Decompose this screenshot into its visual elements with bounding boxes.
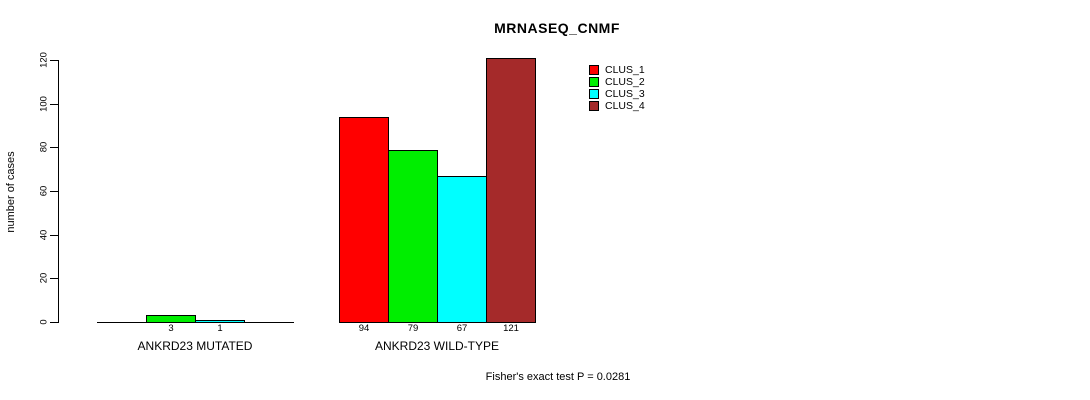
bar-clus_4 (244, 322, 294, 323)
legend-item-label: CLUS_2 (605, 76, 645, 88)
y-axis-title: number of cases (5, 151, 17, 233)
y-tick-label: 20 (38, 272, 50, 284)
group-label: ANKRD23 MUTATED (137, 339, 253, 353)
legend-item: CLUS_2 (589, 76, 645, 88)
y-tick (50, 104, 58, 105)
legend-item-label: CLUS_1 (605, 64, 645, 76)
legend-swatch (589, 65, 599, 75)
y-tick (50, 147, 58, 148)
bar-value-label: 3 (168, 323, 174, 334)
y-tick (50, 191, 58, 192)
y-tick-label: 80 (38, 141, 50, 153)
y-tick-label: 60 (38, 185, 50, 197)
legend-swatch (589, 77, 599, 87)
y-tick (50, 322, 58, 323)
bar-value-label: 67 (456, 323, 468, 334)
bar-clus_2 (388, 150, 438, 323)
y-tick-label: 100 (38, 96, 50, 112)
legend-item-label: CLUS_4 (605, 100, 645, 112)
legend: CLUS_1 CLUS_2 CLUS_3 CLUS_4 (589, 64, 645, 112)
bar-clus_1 (97, 322, 147, 323)
bar-clus_4 (486, 58, 536, 323)
bar-value-label: 79 (407, 323, 419, 334)
y-tick-label: 120 (38, 52, 50, 68)
legend-item: CLUS_3 (589, 88, 645, 100)
bar-clus_1 (339, 117, 389, 323)
group-label: ANKRD23 WILD-TYPE (374, 339, 500, 353)
bar-value-label: 121 (503, 323, 519, 334)
y-tick (50, 235, 58, 236)
y-tick-label: 40 (38, 229, 50, 241)
legend-swatch (589, 89, 599, 99)
y-tick (50, 60, 58, 61)
bar-clus_3 (195, 320, 245, 323)
y-tick-label: 0 (38, 319, 50, 325)
legend-swatch (589, 101, 599, 111)
bar-clus_2 (146, 315, 196, 323)
bar-value-label: 94 (358, 323, 370, 334)
legend-item-label: CLUS_3 (605, 88, 645, 100)
bar-clus_3 (437, 176, 487, 323)
y-tick (50, 278, 58, 279)
y-axis-line (58, 60, 59, 323)
legend-item: CLUS_4 (589, 100, 645, 112)
chart-title: MRNASEQ_CNMF (494, 20, 620, 36)
legend-item: CLUS_1 (589, 64, 645, 76)
statistical-test-note: Fisher's exact test P = 0.0281 (485, 371, 631, 383)
bar-value-label: 1 (217, 323, 223, 334)
